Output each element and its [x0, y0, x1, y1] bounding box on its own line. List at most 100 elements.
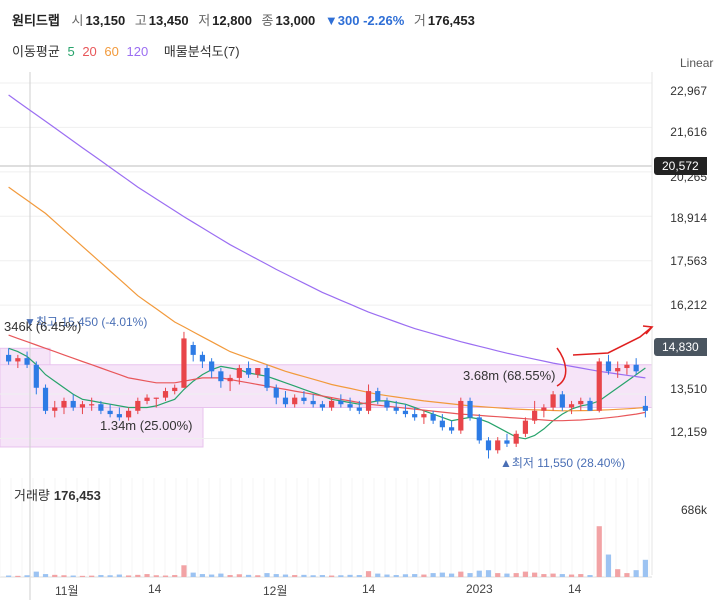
- candle-body: [402, 410, 409, 415]
- candle-body: [79, 404, 86, 408]
- volume-bar: [15, 575, 21, 577]
- candle-body: [624, 364, 630, 369]
- low-marker-label: ▲최저 11,550 (28.40%): [500, 456, 626, 470]
- volume-bar: [329, 575, 335, 577]
- candle-body: [273, 387, 279, 398]
- ma-120[interactable]: 120: [126, 44, 149, 59]
- volume-bar: [384, 574, 390, 577]
- candle-body: [153, 397, 159, 399]
- moving-average-legend[interactable]: 이동평균 5 20 60 120 매물분석도(7): [12, 41, 244, 60]
- open-label: 시: [71, 13, 84, 28]
- x-tick: 12월: [263, 584, 288, 598]
- ma-20-line: [8, 334, 646, 422]
- volume-bar: [42, 574, 49, 577]
- volume-bar: [24, 575, 30, 577]
- candle-body: [430, 414, 436, 421]
- volume-bar: [190, 572, 196, 577]
- volume-bar: [421, 574, 427, 577]
- candle-body: [495, 440, 501, 451]
- volume-bar: [172, 575, 178, 577]
- last-price-badge: 14,830: [654, 338, 707, 356]
- band-low-label: 1.34m (25.00%): [100, 418, 193, 433]
- volume-axis-tick: 686k: [680, 503, 707, 517]
- volume-bar: [338, 575, 344, 577]
- ma-label: 이동평균: [12, 44, 60, 59]
- y-tick: 22,967: [670, 84, 707, 98]
- volume-bar: [116, 574, 122, 577]
- close-value: 13,000: [275, 13, 316, 28]
- candle-body: [439, 420, 445, 428]
- volume-bar: [642, 559, 648, 577]
- volume-bar: [495, 573, 501, 577]
- volume-bar: [541, 574, 547, 577]
- volume-bar: [633, 570, 639, 577]
- candle-body: [421, 414, 427, 418]
- open-value: 13,150: [85, 13, 126, 28]
- volume-bar: [347, 574, 353, 577]
- volume-bar: [162, 575, 169, 577]
- volume-bar: [402, 574, 409, 577]
- stock-name[interactable]: 원티드랩: [12, 13, 60, 28]
- y-tick: 16,212: [670, 298, 707, 312]
- volume-bar: [513, 573, 519, 577]
- candle-body: [448, 427, 455, 431]
- y-tick: 18,914: [670, 211, 707, 225]
- candle-body: [116, 414, 122, 418]
- volume-bar: [504, 573, 510, 577]
- x-tick: 14: [362, 582, 376, 596]
- candle-body: [144, 397, 150, 401]
- candle-body: [70, 400, 76, 408]
- volume-bar: [568, 574, 575, 577]
- close-label: 종: [261, 13, 274, 28]
- volume-profile-band: [0, 407, 204, 448]
- high-label: 고: [134, 13, 147, 28]
- current-price-badge: 20,572: [654, 157, 707, 175]
- candle-body: [61, 400, 67, 408]
- ma-20[interactable]: 20: [82, 44, 97, 59]
- volume-bar: [596, 526, 602, 577]
- ma-5[interactable]: 5: [67, 44, 75, 59]
- candle-body: [181, 338, 187, 388]
- x-tick: 14: [148, 582, 162, 596]
- volume-bar: [273, 574, 279, 577]
- change-value: ▼300 -2.26%: [324, 13, 405, 28]
- volume-bar: [89, 575, 95, 577]
- volume-bar: [236, 574, 242, 577]
- candle-body: [172, 387, 178, 392]
- ma-60[interactable]: 60: [104, 44, 119, 59]
- candle-body: [458, 400, 464, 431]
- volume-bar: [458, 571, 464, 577]
- volume-value: 176,453: [427, 13, 475, 28]
- candle-body: [15, 358, 21, 362]
- candle-body: [596, 361, 602, 411]
- scale-toggle[interactable]: Linear: [680, 56, 714, 70]
- candle-body: [255, 368, 261, 375]
- band-high-label: 346k (6.45%): [4, 319, 82, 334]
- candle-body: [633, 364, 639, 372]
- volume-bar: [61, 575, 67, 577]
- candle-body: [568, 404, 575, 408]
- candle-body: [522, 420, 529, 434]
- candle-body: [412, 414, 418, 418]
- volume-bar: [485, 570, 492, 577]
- candle-body: [615, 368, 621, 372]
- candle-body: [42, 387, 49, 411]
- volume-bar: [264, 573, 270, 577]
- volume-panel-value: 176,453: [53, 488, 101, 503]
- candle-body: [209, 361, 215, 372]
- volume-bar: [615, 569, 621, 577]
- volume-bar: [310, 575, 316, 577]
- volume-profile-band: [0, 364, 653, 409]
- low-value: 12,800: [212, 13, 252, 28]
- volume-bar: [587, 575, 593, 577]
- drawing-arrowhead: [642, 325, 654, 335]
- candle-body: [504, 440, 510, 444]
- volume-bar: [578, 574, 584, 577]
- drawing-stroke: [572, 326, 653, 356]
- volume-panel-label: 거래량: [14, 488, 50, 503]
- volume-bar: [412, 574, 418, 577]
- candle-body: [393, 407, 399, 411]
- volume-label: 거: [413, 13, 426, 28]
- pattern-analysis-label[interactable]: 매물분석도(7): [163, 44, 240, 59]
